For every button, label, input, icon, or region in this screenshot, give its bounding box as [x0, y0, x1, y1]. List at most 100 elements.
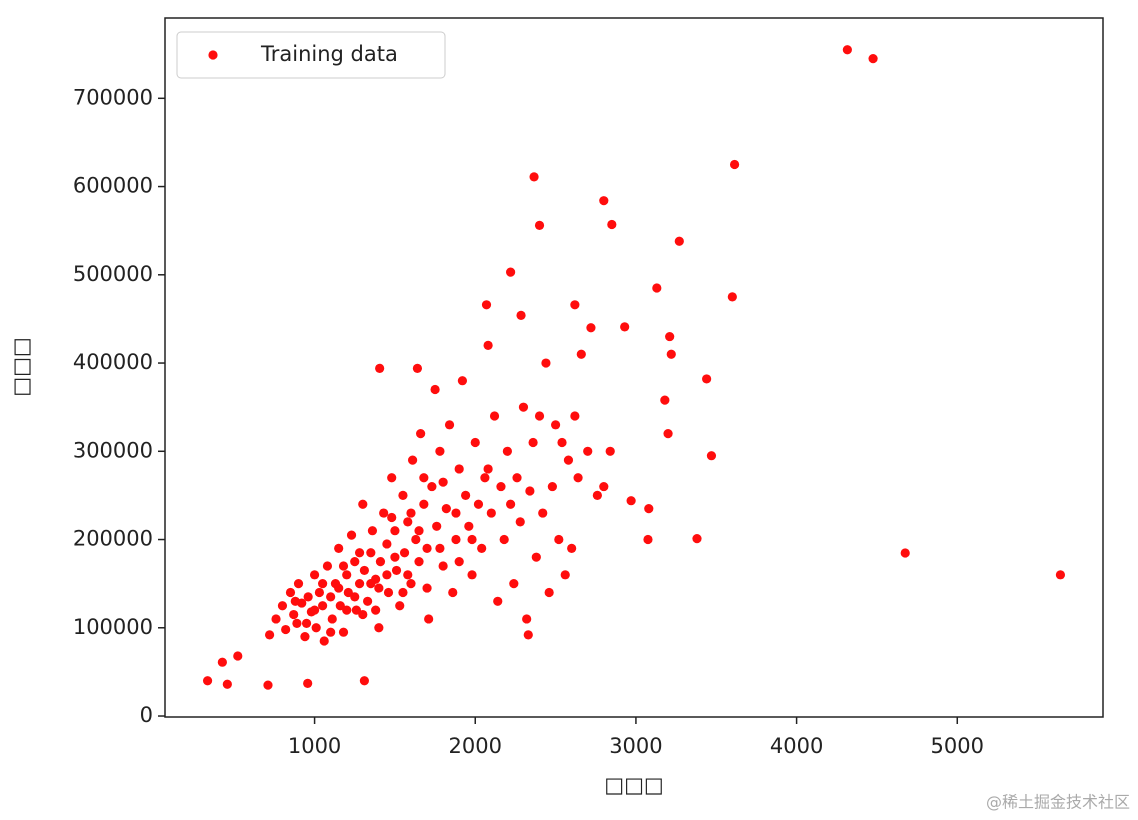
point	[451, 508, 461, 518]
point	[528, 437, 538, 448]
point	[371, 605, 381, 615]
point	[350, 556, 360, 567]
y-tick-label: 700000	[73, 85, 153, 109]
point	[626, 496, 636, 506]
point	[516, 310, 526, 320]
point	[338, 627, 349, 637]
point	[461, 490, 471, 501]
point	[534, 411, 545, 421]
point	[387, 512, 397, 523]
point	[563, 455, 574, 465]
point	[367, 526, 378, 536]
point	[454, 556, 464, 567]
point	[342, 605, 352, 615]
point	[351, 605, 361, 615]
point	[338, 561, 349, 571]
point	[515, 517, 525, 527]
point	[464, 521, 474, 531]
point	[451, 534, 461, 545]
point	[512, 473, 522, 483]
y-axis-label: □□□	[9, 337, 33, 397]
point	[506, 499, 516, 509]
point	[293, 579, 304, 589]
point	[327, 614, 337, 624]
y-tick-label: 500000	[73, 262, 153, 286]
point	[607, 219, 617, 230]
x-tick-label: 4000	[770, 734, 823, 758]
point	[217, 657, 227, 667]
point	[483, 340, 493, 350]
y-tick-label: 200000	[73, 527, 153, 551]
point	[398, 587, 408, 598]
point	[620, 322, 630, 332]
point	[363, 596, 373, 606]
point	[391, 565, 402, 576]
point	[496, 481, 506, 492]
point	[570, 300, 580, 310]
point	[605, 446, 615, 456]
legend-label: Training data	[260, 42, 398, 66]
point	[522, 614, 532, 624]
point	[222, 679, 232, 689]
point	[692, 534, 702, 544]
point	[419, 473, 429, 483]
point	[454, 464, 464, 474]
point	[311, 623, 321, 633]
point	[314, 587, 325, 598]
point	[506, 267, 516, 277]
point	[318, 579, 328, 589]
point	[430, 384, 440, 395]
y-tick-label: 100000	[73, 615, 153, 639]
point	[470, 437, 480, 448]
point	[900, 548, 910, 558]
point	[457, 376, 468, 386]
point	[570, 411, 580, 421]
point	[289, 609, 299, 620]
point	[412, 363, 423, 373]
point	[544, 587, 554, 598]
point	[489, 411, 500, 421]
x-tick-label: 2000	[449, 734, 502, 758]
point	[358, 499, 368, 509]
point	[309, 605, 320, 615]
point	[529, 172, 539, 182]
point	[842, 45, 852, 55]
point	[419, 499, 429, 509]
point	[326, 592, 336, 602]
point	[374, 623, 384, 633]
y-tick-label: 400000	[73, 350, 153, 374]
point	[366, 579, 376, 589]
point	[424, 614, 434, 624]
point	[560, 570, 570, 580]
point	[592, 490, 602, 501]
point	[335, 601, 345, 611]
point	[486, 508, 496, 518]
point	[403, 570, 413, 580]
point	[359, 565, 369, 576]
point	[406, 579, 416, 589]
point	[868, 53, 878, 64]
point	[303, 678, 313, 688]
point	[301, 618, 312, 628]
point	[448, 587, 458, 598]
point	[406, 508, 416, 518]
point	[660, 395, 670, 405]
point	[395, 601, 405, 611]
point	[382, 539, 392, 549]
x-tick-label: 1000	[288, 734, 341, 758]
point	[531, 552, 541, 562]
point	[390, 552, 400, 562]
point	[727, 292, 737, 302]
point	[509, 579, 519, 589]
point	[438, 561, 448, 571]
point	[309, 570, 320, 580]
point	[541, 358, 551, 368]
point	[644, 504, 654, 514]
y-tick-label: 300000	[73, 438, 153, 462]
point	[480, 473, 490, 483]
x-tick-label: 5000	[931, 734, 984, 758]
point	[375, 363, 385, 373]
point	[383, 587, 394, 598]
point	[416, 429, 426, 439]
